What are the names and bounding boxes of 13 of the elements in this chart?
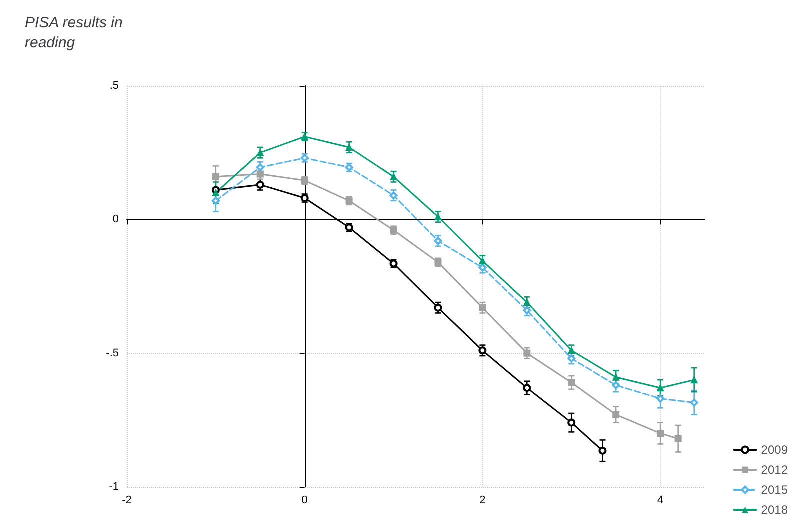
x-tick-label: 0 <box>302 494 308 506</box>
chart-title: PISA results in reading <box>25 14 127 52</box>
y-tick-label: -.5 <box>106 347 119 360</box>
y-tick-label: -1 <box>109 481 119 493</box>
x-tick-label: 4 <box>657 494 664 506</box>
y-tick-label: 0 <box>112 214 119 226</box>
y-tick-label: .5 <box>110 80 119 92</box>
legend-label: 2015 <box>761 483 788 497</box>
legend-label: 2018 <box>761 503 788 517</box>
x-tick-label: -2 <box>122 494 132 506</box>
x-tick-label: 2 <box>480 494 486 506</box>
legend-label: 2009 <box>761 443 788 457</box>
legend-label: 2012 <box>761 463 788 477</box>
